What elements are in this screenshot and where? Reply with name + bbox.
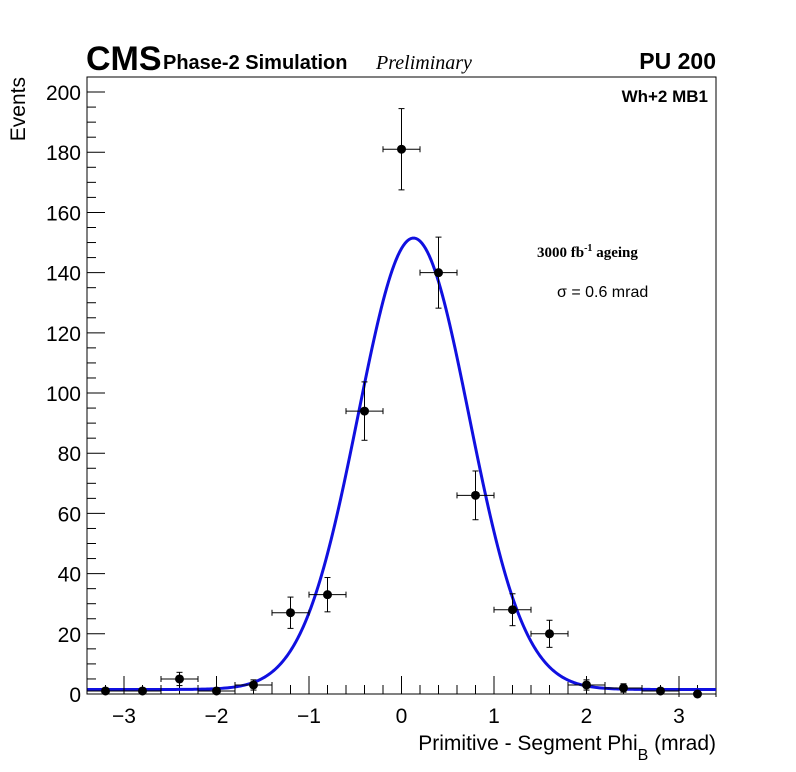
x-tick-label: 3 <box>673 705 685 728</box>
y-tick-label: 0 <box>69 684 81 707</box>
y-axis-title: Events <box>7 77 30 141</box>
data-point <box>308 577 347 613</box>
data-point <box>382 108 421 191</box>
data-point <box>160 671 199 687</box>
x-tick-label: 0 <box>396 705 408 728</box>
data-marker <box>693 689 702 699</box>
data-marker <box>249 680 258 690</box>
data-point <box>86 686 125 696</box>
data-marker <box>212 686 221 696</box>
subtitle-label: Phase-2 Simulation <box>163 52 348 74</box>
data-marker <box>323 590 332 600</box>
y-tick-label: 140 <box>46 263 81 286</box>
data-marker <box>138 686 147 696</box>
data-point <box>271 596 310 629</box>
data-point <box>197 686 236 696</box>
data-marker <box>582 680 591 690</box>
preliminary-label: Preliminary <box>375 52 472 74</box>
data-marker <box>360 406 369 416</box>
cms-label: CMS <box>86 40 162 78</box>
data-marker <box>656 686 665 696</box>
y-tick-label: 60 <box>58 503 81 526</box>
data-point <box>604 683 643 693</box>
data-marker <box>508 605 517 615</box>
data-marker <box>619 683 628 693</box>
data-marker <box>397 144 406 154</box>
data-point <box>678 689 717 699</box>
y-tick-label: 160 <box>46 202 81 225</box>
data-point <box>234 679 273 691</box>
fit-curve <box>87 236 716 691</box>
x-axis-title: Primitive - Segment PhiB (mrad) <box>418 732 716 764</box>
data-point <box>456 470 495 521</box>
y-tick-labels: 0 20 40 60 80 100 120 140 160 180 200 <box>46 82 81 707</box>
data-marker <box>101 686 110 696</box>
y-tick-label: 180 <box>46 142 81 165</box>
data-point <box>123 686 162 696</box>
x-tick-label: −1 <box>297 705 321 728</box>
data-points <box>86 108 717 699</box>
data-marker <box>434 268 443 278</box>
x-tick-label: 2 <box>581 705 593 728</box>
data-marker <box>471 490 480 500</box>
data-point <box>493 593 532 627</box>
y-tick-label: 100 <box>46 383 81 406</box>
y-tick-label: 80 <box>58 443 81 466</box>
ageing-label: 3000 fb-1 ageing <box>537 243 638 261</box>
data-marker <box>286 608 295 618</box>
x-tick-label: 1 <box>488 705 500 728</box>
y-tick-label: 120 <box>46 323 81 346</box>
y-tick-label: 200 <box>46 82 81 105</box>
pileup-label: PU 200 <box>639 48 716 74</box>
y-tick-label: 20 <box>58 624 81 647</box>
station-label: Wh+2 MB1 <box>622 87 708 106</box>
data-point <box>530 619 569 648</box>
data-point <box>641 686 680 696</box>
data-marker <box>545 629 554 639</box>
data-marker <box>175 674 184 684</box>
x-tick-label: −3 <box>112 705 136 728</box>
data-point <box>419 236 458 309</box>
sigma-label: σ = 0.6 mrad <box>557 284 648 301</box>
y-tick-label: 40 <box>58 564 81 587</box>
x-tick-labels: −3 −2 −1 0 1 2 3 <box>112 705 685 728</box>
x-tick-label: −2 <box>205 705 229 728</box>
data-point <box>345 381 384 441</box>
